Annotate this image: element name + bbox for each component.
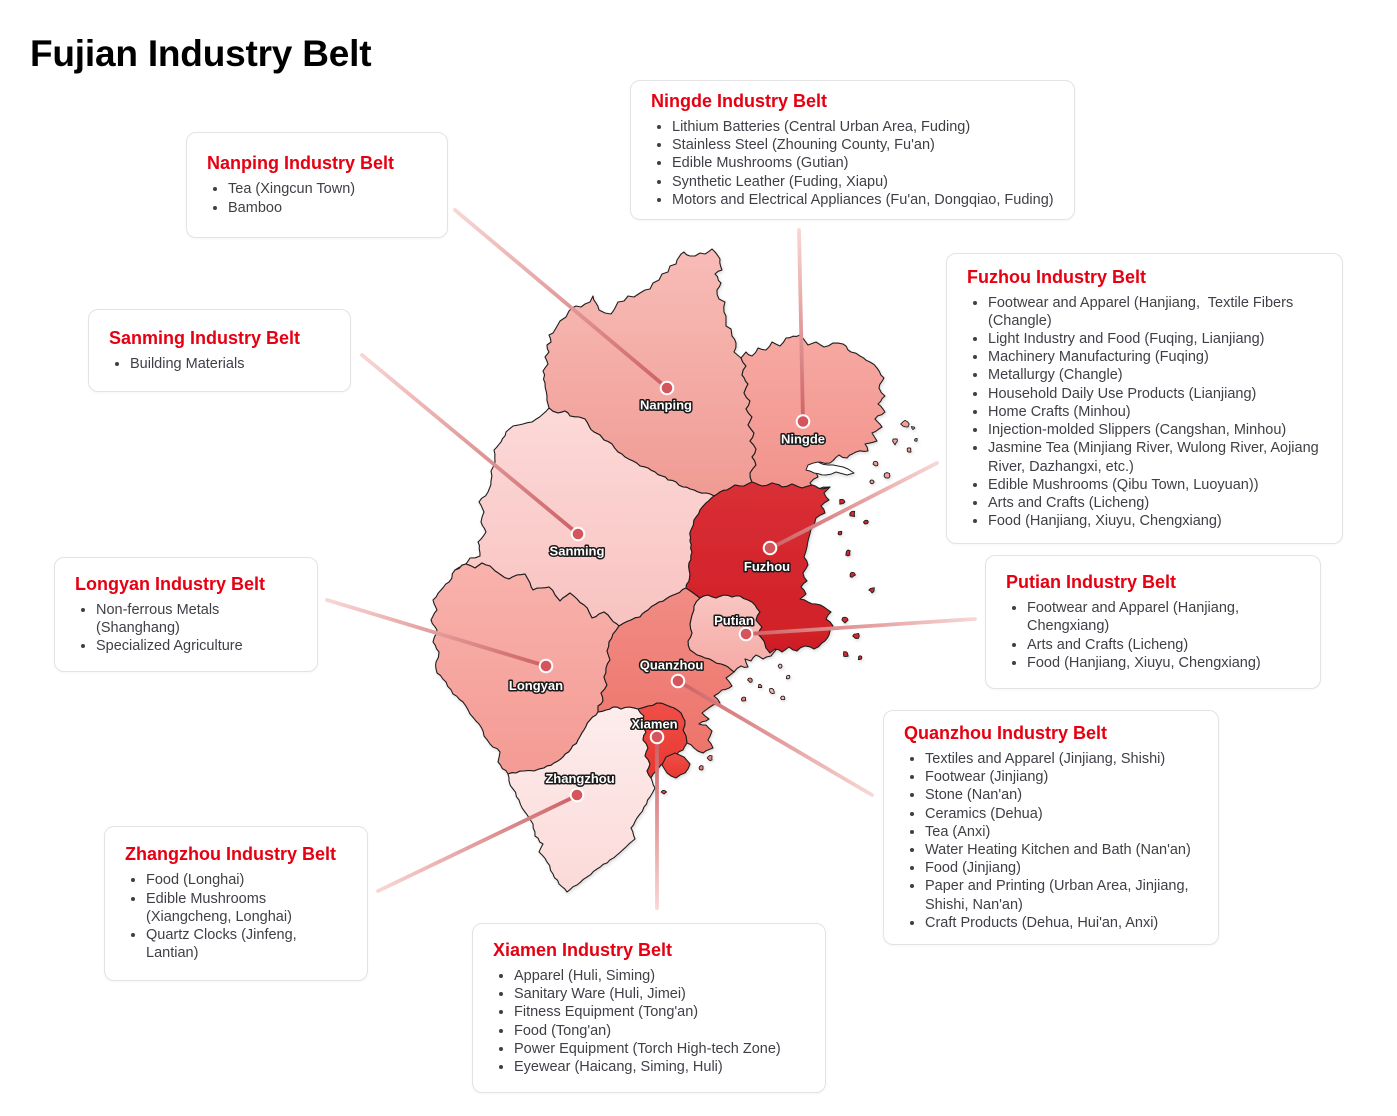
svg-text:Fuzhou: Fuzhou <box>744 559 790 574</box>
svg-text:Zhangzhou: Zhangzhou <box>545 771 614 786</box>
svg-text:Sanming: Sanming <box>550 544 605 559</box>
svg-text:Xiamen: Xiamen <box>631 717 677 732</box>
svg-text:Ningde: Ningde <box>781 432 825 447</box>
svg-text:Nanping: Nanping <box>640 398 692 413</box>
svg-text:Longyan: Longyan <box>509 678 563 693</box>
svg-text:Quanzhou: Quanzhou <box>640 658 704 673</box>
svg-text:Putian: Putian <box>714 613 754 628</box>
